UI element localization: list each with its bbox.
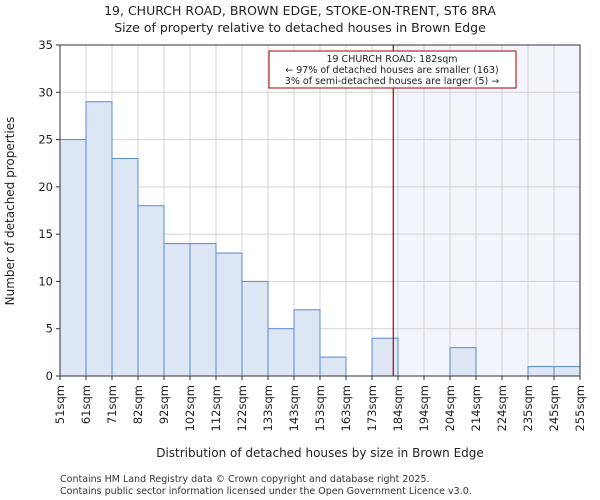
x-tick-label: 153sqm (313, 385, 327, 431)
y-tick-label: 10 (38, 274, 53, 288)
x-tick-label: 204sqm (443, 385, 457, 431)
x-tick-label: 184sqm (391, 385, 405, 431)
bar-143sqm (293, 309, 321, 377)
bar-92sqm (163, 243, 191, 377)
x-tick-label: 112sqm (209, 385, 223, 431)
bar-112sqm (215, 252, 243, 377)
bar-133sqm (267, 328, 295, 377)
y-tick-label: 35 (38, 38, 53, 52)
x-tick-label: 51sqm (53, 385, 67, 424)
x-tick-label: 133sqm (261, 385, 275, 431)
bar-51sqm (59, 139, 87, 377)
x-tick-label: 163sqm (339, 385, 353, 431)
larger-region-highlight (393, 45, 580, 376)
x-ticks: 51sqm 61sqm 71sqm 82sqm 92sqm 102sqm 112sqm 122… (53, 376, 587, 431)
x-tick-label: 61sqm (79, 385, 93, 424)
footer-line-1: Contains HM Land Registry data © Crown c… (60, 474, 430, 485)
bar-153sqm (319, 356, 347, 377)
bar-204sqm (449, 347, 477, 377)
x-tick-label: 194sqm (417, 385, 431, 431)
bar-235sqm (527, 366, 555, 377)
bar-122sqm (241, 280, 269, 377)
x-tick-label: 122sqm (235, 385, 249, 431)
bar-71sqm (111, 157, 139, 377)
x-tick-label: 173sqm (365, 385, 379, 431)
bars (59, 101, 581, 377)
annotation-line-1: 19 CHURCH ROAD: 182sqm (326, 54, 457, 65)
x-tick-label: 92sqm (157, 385, 171, 424)
annotation-line-2: ← 97% of detached houses are smaller (16… (285, 65, 498, 76)
x-axis-label: Distribution of detached houses by size … (156, 446, 484, 460)
annotation-line-3: 3% of semi-detached houses are larger (5… (285, 76, 499, 87)
y-tick-label: 20 (38, 180, 53, 194)
footer-line-2: Contains public sector information licen… (60, 486, 472, 497)
y-tick-label: 15 (38, 227, 53, 241)
x-tick-label: 224sqm (495, 385, 509, 431)
y-tick-label: 0 (46, 369, 53, 383)
bar-82sqm (137, 205, 165, 377)
x-tick-label: 214sqm (469, 385, 483, 431)
y-tick-label: 25 (38, 133, 53, 147)
y-ticks: 0 5 10 15 20 25 30 35 (38, 38, 60, 383)
x-tick-label: 235sqm (521, 385, 535, 431)
y-axis-label: Number of detached properties (3, 117, 17, 306)
chart-title: 19, CHURCH ROAD, BROWN EDGE, STOKE-ON-TR… (104, 3, 496, 18)
annotation-border (268, 50, 517, 89)
y-tick-label: 30 (38, 85, 53, 99)
bar-102sqm (189, 243, 217, 377)
x-tick-label: 102sqm (183, 385, 197, 431)
x-tick-label: 143sqm (287, 385, 301, 431)
bar-173sqm (371, 337, 399, 377)
x-tick-label: 245sqm (547, 385, 561, 431)
x-tick-label: 255sqm (573, 385, 587, 431)
bar-245sqm (553, 366, 581, 377)
annotation-box: 19 CHURCH ROAD: 182sqm ← 97% of detached… (268, 50, 517, 89)
chart-subtitle: Size of property relative to detached ho… (114, 20, 486, 35)
x-tick-label: 71sqm (105, 385, 119, 424)
y-tick-label: 5 (46, 322, 53, 336)
x-tick-label: 82sqm (131, 385, 145, 424)
bar-61sqm (85, 101, 113, 377)
plot-area: 0 5 10 15 20 25 30 35 51sqm 61sqm 71sqm 82sqm 92sqm… (38, 38, 587, 431)
